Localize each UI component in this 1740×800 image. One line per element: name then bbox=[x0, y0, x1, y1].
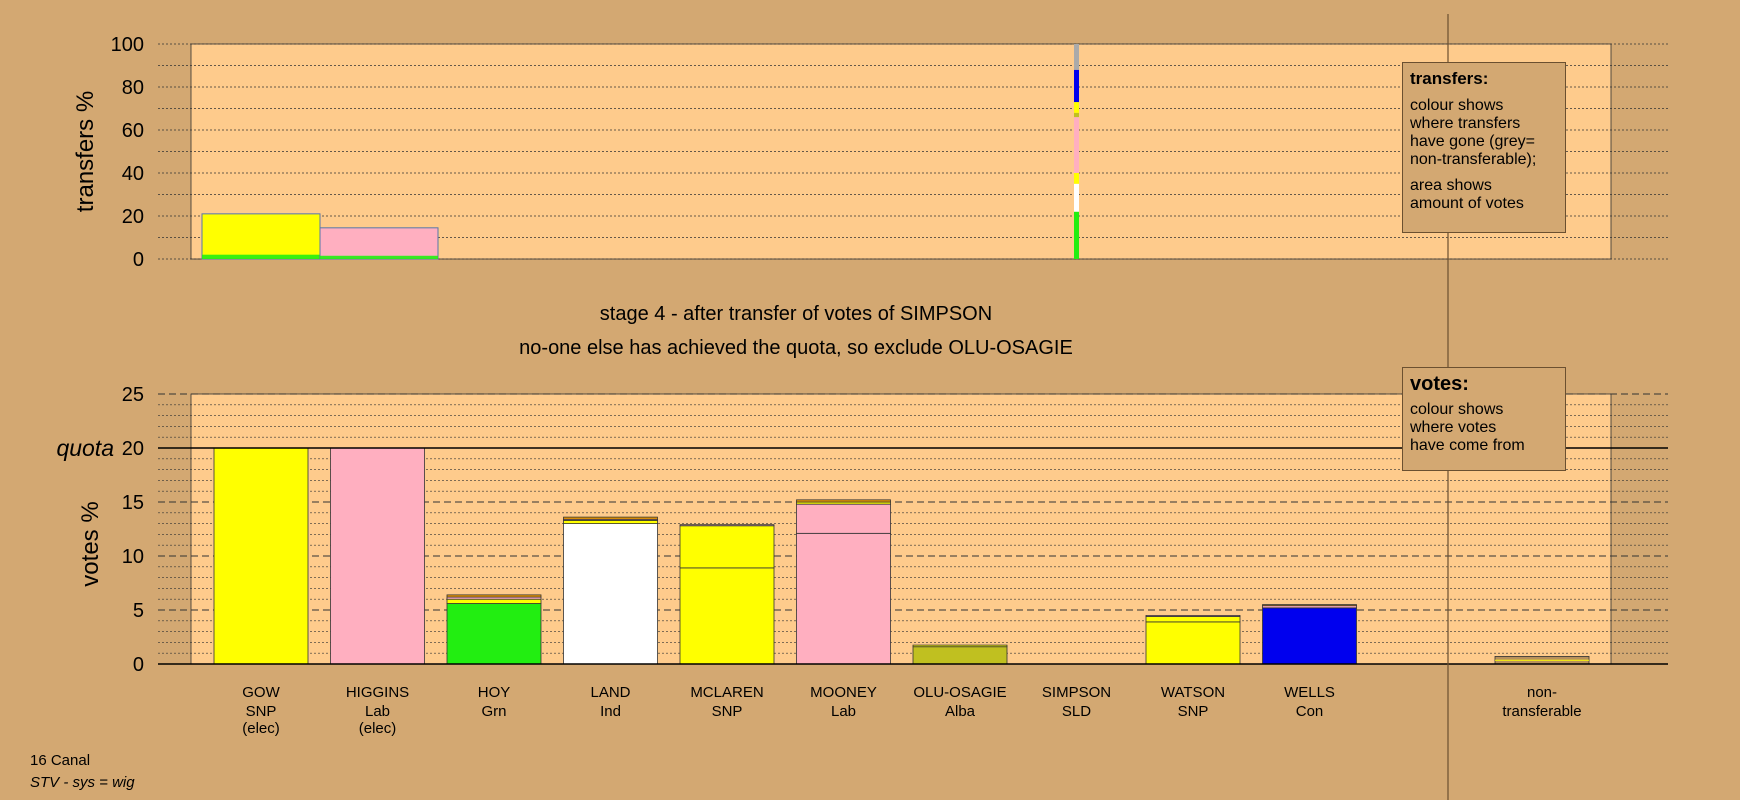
votes-y-tick-label: 0 bbox=[133, 654, 144, 676]
candidate-name-olu-osagie: OLU-OSAGIE bbox=[913, 684, 1006, 701]
transfers-y-tick-label: 80 bbox=[122, 77, 144, 99]
vote-bar-mooney-segment bbox=[796, 499, 891, 503]
transfer-surplus-bar-higgins bbox=[319, 227, 439, 260]
vote-bar-land-segment bbox=[563, 516, 658, 520]
votes-y-axis-label: votes % bbox=[77, 501, 104, 586]
vote-bar-watson-segment bbox=[1145, 615, 1241, 617]
quota-label: quota bbox=[56, 435, 114, 461]
votes-legend-title: votes: bbox=[1410, 373, 1469, 395]
candidate-name-hoy: HOY bbox=[478, 684, 511, 701]
candidate-party-hoy: Grn bbox=[481, 703, 506, 720]
candidate-name-simpson: SIMPSON bbox=[1042, 684, 1111, 701]
vote-bar-mclaren-segment bbox=[679, 525, 775, 569]
votes-plot-area bbox=[190, 393, 1612, 665]
transfers-legend-text-2: area shows amount of votes bbox=[1410, 177, 1524, 212]
vote-bar-watson-segment bbox=[1145, 621, 1241, 665]
transfers-y-axis-label: transfers % bbox=[72, 91, 99, 212]
candidate-party-simpson: SLD bbox=[1062, 703, 1091, 720]
non-transferable-label-2: transferable bbox=[1502, 703, 1581, 720]
vote-bar-olu-osagie-segment bbox=[912, 646, 1008, 665]
vote-bar-olu-osagie-segment bbox=[912, 644, 1008, 648]
vote-bar-mooney-segment bbox=[796, 532, 891, 665]
votes-y-tick-label: 25 bbox=[122, 384, 144, 406]
vote-bar-land-segment bbox=[563, 519, 658, 524]
ward-name: 16 Canal bbox=[30, 752, 91, 769]
transfer-segment-hoy bbox=[1074, 211, 1079, 259]
transfer-surplus-base-higgins bbox=[320, 255, 438, 259]
action-text: no-one else has achieved the quota, so e… bbox=[519, 337, 1073, 359]
transfers-legend: transfers: colour shows where transfers … bbox=[1402, 62, 1566, 233]
candidate-status-higgins: (elec) bbox=[359, 720, 397, 737]
stage-text: stage 4 - after transfer of votes of SIM… bbox=[600, 303, 992, 325]
candidate-party-olu-osagie: Alba bbox=[945, 703, 976, 720]
non-transferable-label-1: non- bbox=[1527, 684, 1557, 701]
candidate-name-wells: WELLS bbox=[1284, 684, 1335, 701]
transfer-segment-non-transferable bbox=[1074, 44, 1079, 70]
vote-bar-hoy-segment bbox=[446, 598, 542, 604]
transfers-y-tick-label: 60 bbox=[122, 120, 144, 142]
transfer-surplus-base-gow bbox=[202, 254, 320, 259]
transfer-segment-mooney bbox=[1074, 117, 1079, 173]
transfers-legend-text-1: colour shows where transfers have gone (… bbox=[1410, 97, 1537, 168]
candidate-party-gow: SNP bbox=[246, 703, 277, 720]
transfer-segment-wells bbox=[1074, 69, 1079, 103]
vote-bar-mooney-segment bbox=[796, 503, 891, 534]
transfer-segment-watson bbox=[1074, 173, 1079, 184]
transfer-segment-mclaren bbox=[1074, 102, 1079, 113]
candidate-name-mooney: MOONEY bbox=[810, 684, 877, 701]
vote-bar-hoy-segment bbox=[446, 594, 542, 598]
vote-bar-hoy-segment bbox=[446, 603, 542, 665]
vote-bar-higgins-segment bbox=[330, 447, 425, 665]
transfers-y-tick-label: 100 bbox=[111, 34, 144, 56]
vote-bar-wells-segment bbox=[1262, 604, 1357, 607]
votes-y-tick-label: 10 bbox=[122, 546, 144, 568]
transfer-segment-land bbox=[1074, 183, 1079, 212]
transfers-y-tick-label: 40 bbox=[122, 163, 144, 185]
vote-bar-mclaren-segment bbox=[679, 567, 775, 665]
vote-bar-mclaren-segment bbox=[679, 524, 775, 527]
votes-legend: votes: colour shows where votes have com… bbox=[1402, 367, 1566, 471]
transfer-surplus-bar-gow bbox=[201, 213, 321, 260]
transfers-legend-title: transfers: bbox=[1410, 69, 1489, 88]
candidate-party-higgins: Lab bbox=[365, 703, 390, 720]
votes-y-tick-label: 20 bbox=[122, 438, 144, 460]
candidate-name-land: LAND bbox=[590, 684, 630, 701]
candidate-name-gow: GOW bbox=[242, 684, 280, 701]
transfers-y-tick-label: 20 bbox=[122, 206, 144, 228]
candidate-party-land: Ind bbox=[600, 703, 621, 720]
vote-bar-land-segment bbox=[563, 523, 658, 665]
transfer-segment-olu-osagie bbox=[1074, 112, 1079, 118]
votes-legend-text: colour shows where votes have come from bbox=[1410, 401, 1525, 454]
candidate-party-wells: Con bbox=[1296, 703, 1324, 720]
transfers-y-tick-label: 0 bbox=[133, 249, 144, 271]
candidate-name-higgins: HIGGINS bbox=[346, 684, 409, 701]
candidate-party-mooney: Lab bbox=[831, 703, 856, 720]
candidate-name-watson: WATSON bbox=[1161, 684, 1225, 701]
vote-bar-wells-segment bbox=[1262, 607, 1357, 665]
candidate-party-watson: SNP bbox=[1178, 703, 1209, 720]
vote-bar-watson-segment bbox=[1145, 616, 1241, 623]
votes-y-tick-label: 5 bbox=[133, 600, 144, 622]
votes-y-tick-label: 15 bbox=[122, 492, 144, 514]
candidate-name-mclaren: MCLAREN bbox=[690, 684, 763, 701]
system-label: STV - sys = wig bbox=[30, 774, 135, 791]
vote-bar-gow-segment bbox=[213, 447, 309, 665]
candidate-status-gow: (elec) bbox=[242, 720, 280, 737]
candidate-party-mclaren: SNP bbox=[712, 703, 743, 720]
